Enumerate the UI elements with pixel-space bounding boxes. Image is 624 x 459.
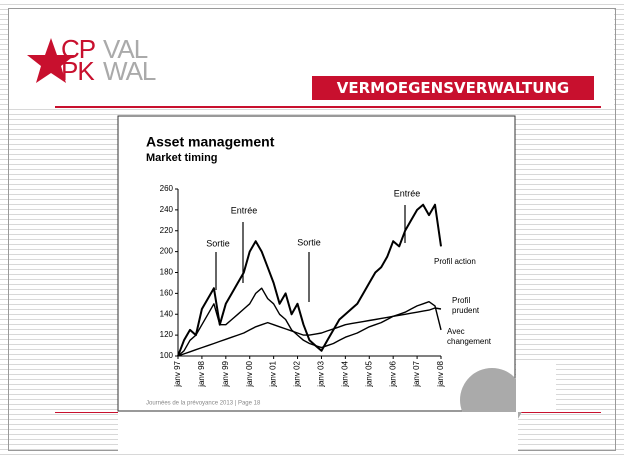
x-tick-label: janv 03 xyxy=(317,360,326,387)
x-tick-label: janv 00 xyxy=(245,360,254,387)
y-tick-label: 160 xyxy=(160,288,174,297)
y-tick-label: 200 xyxy=(160,247,174,256)
annotation: Entrée xyxy=(394,188,421,198)
x-tick-label: janv 06 xyxy=(388,360,397,387)
x-tick-label: janv 07 xyxy=(412,360,421,387)
x-tick-label: janv 08 xyxy=(436,360,445,387)
y-tick-label: 220 xyxy=(160,226,174,235)
footer: Journées de la prévoyance 2013 | Page 18 xyxy=(146,401,261,407)
chart: Asset management Market timing Journées … xyxy=(0,0,624,459)
slide: CP VAL PK WAL VERMOEGENSVERWALTUNG Asset… xyxy=(0,0,624,459)
series-label: Profil action xyxy=(434,257,476,266)
x-tick-label: janv 97 xyxy=(173,360,182,387)
chart-subtitle: Market timing xyxy=(146,152,218,164)
x-tick-label: janv 04 xyxy=(340,360,349,387)
y-tick-label: 180 xyxy=(160,268,174,277)
x-tick-label: janv 05 xyxy=(364,360,373,387)
chart-title: Asset management xyxy=(146,134,275,150)
x-tick-label: janv 98 xyxy=(197,360,206,387)
y-tick-label: 140 xyxy=(160,309,174,318)
annotation: Entrée xyxy=(231,205,258,215)
mask xyxy=(118,412,518,452)
x-tick-label: janv 01 xyxy=(269,360,278,387)
x-tick-label: janv 02 xyxy=(293,360,302,387)
mask xyxy=(516,360,556,412)
annotation: Sortie xyxy=(297,237,321,247)
y-tick-label: 120 xyxy=(160,330,174,339)
y-tick-label: 240 xyxy=(160,205,174,214)
y-tick-label: 260 xyxy=(160,184,174,193)
x-tick-label: janv 99 xyxy=(221,360,230,387)
annotation: Sortie xyxy=(206,238,230,248)
y-tick-label: 100 xyxy=(160,351,174,360)
